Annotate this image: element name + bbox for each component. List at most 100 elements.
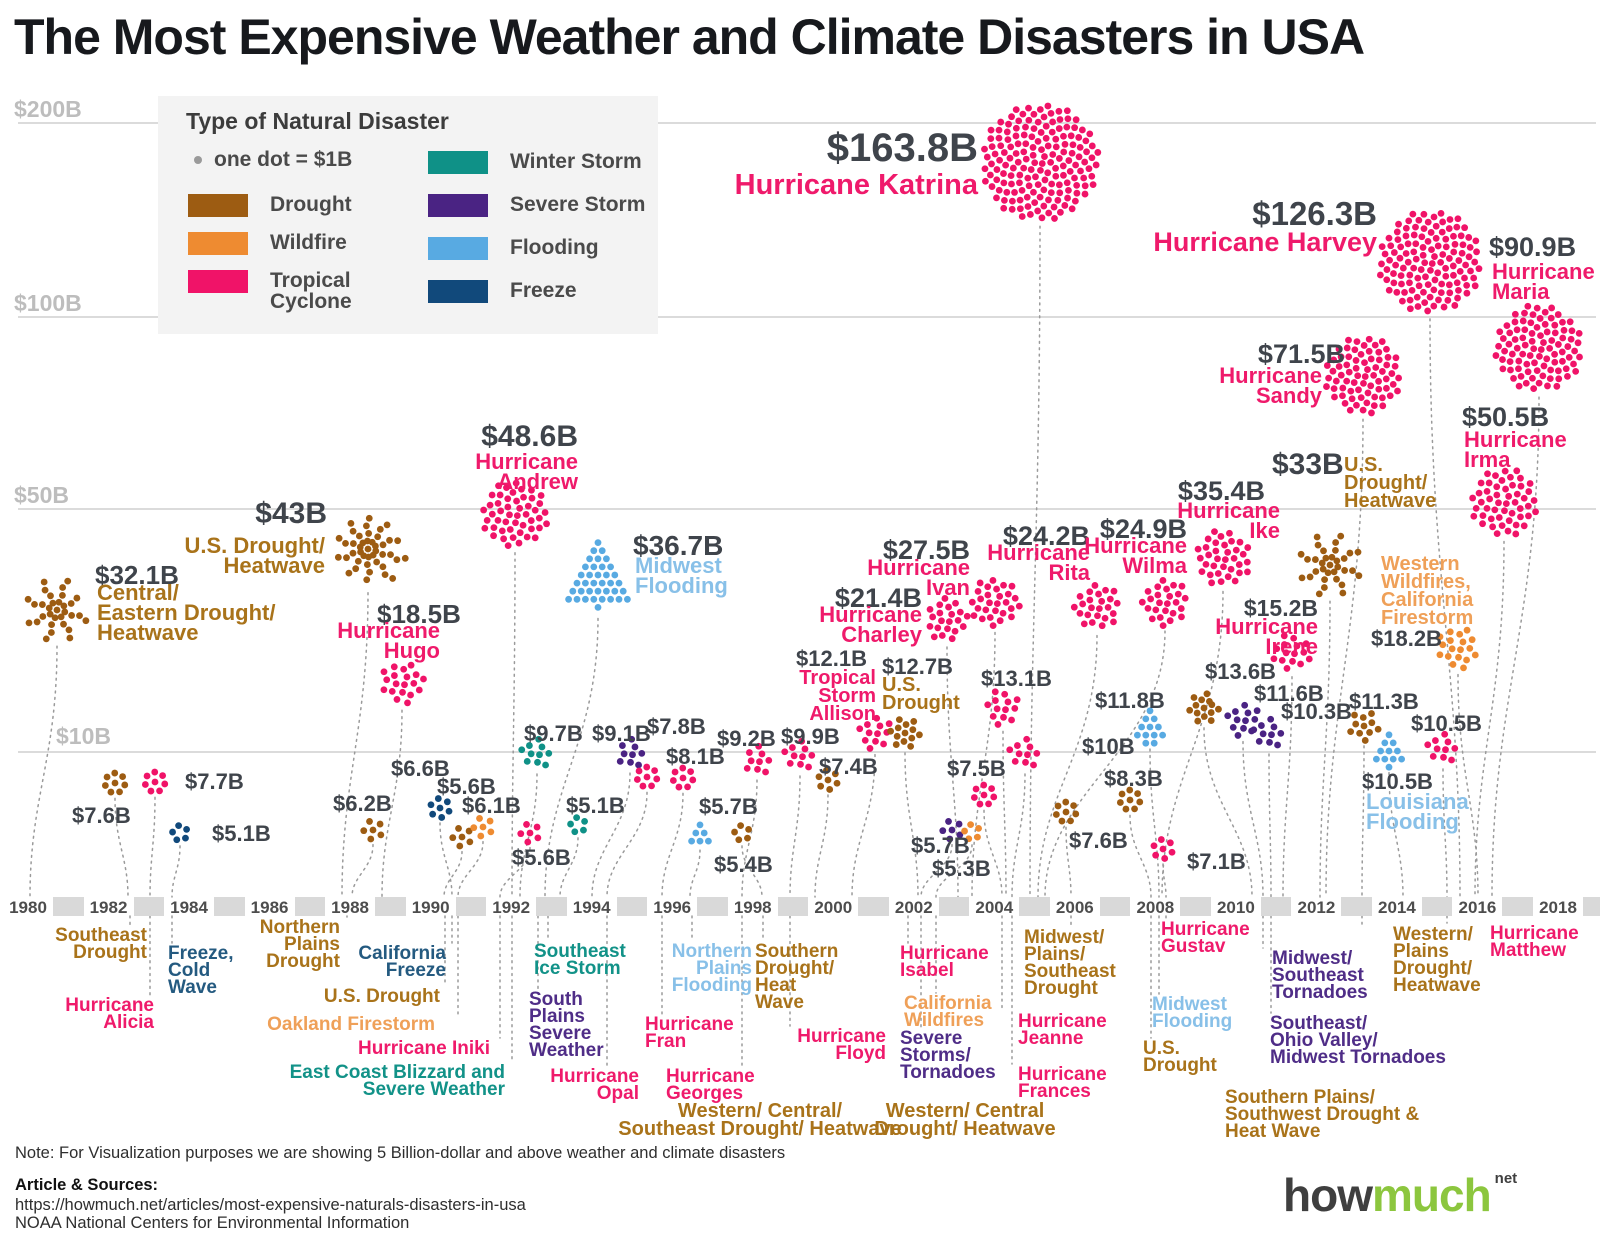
value-label: $35.4B [1177, 476, 1265, 506]
year-label-1992: 1992 [492, 898, 531, 917]
legend-label-cyclone: Tropical Cyclone [270, 269, 352, 313]
value-label: $71.5B [1257, 339, 1345, 369]
disaster-cluster-rita [1070, 582, 1121, 630]
visualization-note: Note: For Visualization purposes we are … [15, 1144, 786, 1162]
disaster-name-label: Hurricane Maria [1492, 259, 1595, 304]
value-label: $9.7B [524, 721, 583, 746]
disaster-cluster-cafrz [427, 795, 453, 821]
gridline-label: $100B [14, 290, 82, 316]
gridline-label: $50B [14, 482, 69, 508]
value-label: $7.4B [819, 754, 878, 779]
axis-bar [697, 897, 728, 916]
disaster-cluster-usd02 [887, 716, 923, 750]
value-label: $18.5B [377, 599, 461, 629]
value-label: $5.1B [566, 793, 625, 818]
disaster-name-label: Louisiana Flooding [1366, 789, 1469, 834]
value-label: $9.9B [781, 724, 840, 749]
source-url[interactable]: https://howmuch.net/articles/most-expens… [15, 1196, 526, 1214]
disaster-name-label: Hurricane Irma [1464, 427, 1567, 472]
legend-swatch-severe [428, 194, 488, 217]
value-label: $11.3B [1349, 689, 1419, 714]
value-label: $5.4B [714, 852, 773, 877]
disaster-cluster-frances [1006, 735, 1041, 769]
disaster-name-label: California Wildfires [904, 993, 992, 1031]
disaster-name-label: Southeast Drought [55, 925, 147, 963]
disaster-cluster-wwcf17 [1436, 626, 1479, 672]
disaster-name-label: Hurricane Matthew [1490, 923, 1579, 961]
value-label: $5.6B [437, 774, 496, 799]
disaster-name-label: South Plains Severe Weather [529, 989, 604, 1061]
year-label-2006: 2006 [1055, 898, 1094, 917]
axis-bar [938, 897, 970, 916]
year-label-2000: 2000 [814, 898, 853, 917]
value-label: $12.7B [882, 654, 953, 679]
value-label: $10.3B [1281, 699, 1352, 724]
legend-swatch-flood [428, 237, 488, 260]
value-label: $9.2B [717, 726, 776, 751]
axis-bar [858, 897, 889, 916]
year-label-2012: 2012 [1297, 898, 1336, 917]
disaster-name-label: Hurricane Rita [987, 540, 1090, 585]
legend-item-drought: Drought [188, 194, 408, 218]
source-noaa: NOAA National Centers for Environmental … [15, 1214, 410, 1232]
value-label: $11.6B [1254, 681, 1324, 706]
legend-item-flood: Flooding [428, 237, 648, 261]
legend-label-wildfire: Wildfire [270, 231, 347, 254]
disaster-cluster-jeanne [970, 781, 998, 808]
year-label-2016: 2016 [1458, 898, 1497, 917]
value-label: $5.7B [699, 794, 758, 819]
disaster-cluster-irene [1270, 632, 1313, 672]
disaster-name-label: Oakland Firestorm [267, 1014, 435, 1035]
value-label: $10.5B [1411, 711, 1482, 736]
value-label: $24.2B [1002, 521, 1090, 551]
axis-bar [133, 897, 165, 916]
disaster-cluster-matthew [1424, 730, 1459, 764]
year-label-1982: 1982 [89, 898, 128, 917]
value-label: $7.6B [1069, 828, 1128, 853]
year-label-2008: 2008 [1136, 898, 1175, 917]
disaster-name-label: Hurricane Sandy [1219, 363, 1322, 408]
disaster-name-label: Northern Plains Flooding [671, 941, 752, 996]
year-label-2014: 2014 [1378, 898, 1416, 917]
disaster-name-label: Hurricane Ike [1177, 498, 1280, 543]
disaster-name-label: Midwest Flooding [1152, 994, 1233, 1032]
disaster-cluster-georges [743, 742, 773, 776]
disaster-name-label: Northern Plains Drought [259, 917, 340, 972]
disaster-name-label: U.S. Drought/Heatwave [1344, 454, 1437, 512]
howmuch-logo[interactable]: howmuch net [1283, 1169, 1518, 1221]
axis-bar [536, 897, 567, 916]
disaster-cluster-oak [470, 815, 495, 840]
axis-bar [1421, 897, 1453, 916]
disaster-name-label: Hurricane Alicia [65, 995, 154, 1033]
value-label: $13.6B [1205, 659, 1276, 684]
value-label: $5.1B [212, 821, 271, 846]
axis-bar [1502, 897, 1533, 916]
disaster-cluster-iniki [517, 821, 542, 846]
disaster-name-label: Midwest/Southeast Tornadoes [1272, 948, 1368, 1003]
value-label: $5.6B [512, 845, 571, 870]
disaster-cluster-gustav [1150, 836, 1176, 862]
disaster-name-label: Hurricane Iniki [358, 1038, 490, 1059]
value-label: $12.1B [796, 646, 867, 671]
disaster-cluster-andrew [480, 479, 550, 549]
disaster-cluster-irma [1469, 467, 1539, 538]
disaster-cluster-harvey [1376, 210, 1483, 315]
disaster-cluster-ced80 [24, 577, 90, 643]
value-label: $11.8B [1095, 688, 1165, 713]
disaster-cluster-spsw11 [1186, 690, 1222, 725]
disaster-name-label: Central/Eastern Drought/Heatwave [97, 580, 276, 645]
disaster-name-label: Western/Plains Drought/Heatwave [1393, 924, 1481, 996]
disaster-cluster-allison [856, 714, 893, 752]
disaster-name-label: Hurricane Isabel [900, 943, 989, 981]
disaster-cluster-npf97 [688, 821, 712, 845]
value-label: $7.6B [72, 803, 131, 828]
disaster-cluster-sd98 [731, 822, 752, 844]
year-label-2004: 2004 [975, 898, 1014, 917]
year-label-2010: 2010 [1216, 898, 1255, 917]
value-label: $43B [255, 497, 327, 530]
disaster-name-label: Southeast/Ohio Valley/Midwest Tornadoes [1270, 1013, 1446, 1068]
legend-label-severe: Severe Storm [510, 193, 646, 216]
year-label-1998: 1998 [733, 898, 772, 917]
value-label: $10.5B [1362, 769, 1433, 794]
disaster-name-label: Hurricane Katrina [734, 169, 978, 201]
